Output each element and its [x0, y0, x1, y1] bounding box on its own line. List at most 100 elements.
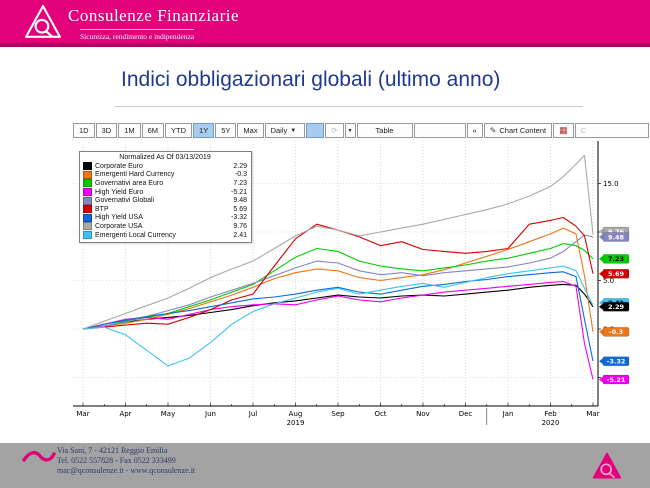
- badge-arrow: [599, 376, 603, 383]
- x-year-label: 2019: [287, 419, 305, 427]
- more-options-caret[interactable]: ▾: [344, 123, 356, 138]
- x-month-label: Jun: [204, 410, 216, 418]
- legend-series-name: Governativi Globali: [95, 197, 155, 205]
- legend-series-name: High Yield Euro: [95, 188, 144, 196]
- x-month-label: Sep: [331, 410, 345, 418]
- x-month-label: Jul: [248, 410, 258, 418]
- last-value-badge: [602, 302, 630, 312]
- x-month-label: Nov: [416, 410, 430, 418]
- series-line-emergenti-local-currency[interactable]: [82, 265, 594, 367]
- x-month-label: Mar: [76, 410, 89, 418]
- chevron-down-icon: ▼: [290, 127, 297, 134]
- legend-series-name: Emergenti Local Currency: [95, 231, 176, 239]
- last-value-badge: [602, 356, 630, 366]
- x-month-label: Jan: [502, 410, 514, 418]
- series-line-btp[interactable]: [82, 216, 594, 330]
- badge-arrow: [599, 255, 603, 262]
- clipped-toolbar-button[interactable]: C: [574, 123, 649, 138]
- x-month-label: Aug: [289, 410, 303, 418]
- last-value-badge-text: 5.69: [608, 270, 625, 278]
- badge-arrow: [599, 299, 603, 306]
- legend-series-value: 2.41: [233, 231, 247, 239]
- legend-swatch-icon: [83, 162, 92, 171]
- legend-title: Normalized As Of 03/13/2019: [119, 154, 211, 161]
- badge-arrow: [599, 303, 603, 310]
- last-value-badge-text: -3.32: [607, 358, 626, 366]
- footer-address: Via Sani, 7 - 42121 Reggio Emilia: [57, 446, 168, 455]
- range-button-max[interactable]: Max: [237, 123, 264, 138]
- last-value-badge-text: -0.3: [609, 328, 623, 336]
- legend-swatch-icon: [83, 205, 92, 214]
- range-button-5y[interactable]: 5Y: [215, 123, 237, 138]
- legend-item[interactable]: Governativi Globali 9.48: [83, 196, 247, 205]
- series-line-corporate-usa[interactable]: [82, 154, 594, 330]
- legend-item[interactable]: BTP 5.69: [83, 205, 247, 214]
- series-line-governativi-area-euro[interactable]: [82, 243, 594, 330]
- series-line-high-yield-usa[interactable]: [82, 271, 594, 362]
- refresh-icon[interactable]: ⟳: [325, 123, 344, 138]
- legend-item[interactable]: Emergenti Local Currency 2.41: [83, 231, 247, 240]
- range-button-1y[interactable]: 1Y: [193, 123, 215, 138]
- range-button-6m[interactable]: 6M: [141, 123, 165, 138]
- legend-series-name: Emergenti Hard Currency: [95, 171, 175, 179]
- annotate-button[interactable]: ▦: [553, 123, 574, 138]
- legend-item[interactable]: High Yield Euro -5.21: [83, 188, 247, 197]
- x-month-label: Oct: [374, 410, 386, 418]
- series-line-corporate-euro[interactable]: [82, 283, 594, 330]
- legend-series-name: Governativi area Euro: [95, 179, 164, 187]
- header-bar: Consulenze Finanziarie Sicurezza, rendim…: [0, 0, 650, 47]
- last-value-badge: [602, 232, 630, 242]
- range-button-group: 1D 3D 1M 6M YTD 1Y 5Y Max: [73, 123, 264, 138]
- chart-content-button[interactable]: ✎ Chart Content: [483, 123, 553, 138]
- legend-item[interactable]: Emergenti Hard Currency -0.3: [83, 170, 247, 180]
- last-value-badge-text: 9.76: [608, 228, 625, 236]
- footer-logo-icon: [592, 451, 622, 486]
- legend-swatch-icon: [83, 170, 92, 179]
- legend-swatch-icon: [83, 179, 92, 188]
- period-dropdown[interactable]: Daily ▼: [264, 123, 306, 138]
- series-line-governativi-globali[interactable]: [82, 234, 594, 330]
- legend-item[interactable]: Corporate Euro 2.29: [83, 162, 247, 171]
- range-button-1d[interactable]: 1D: [73, 123, 95, 138]
- badge-arrow: [599, 328, 603, 335]
- chart-content-label: Chart Content: [499, 126, 547, 135]
- legend-item[interactable]: Governativi area Euro 7.23: [83, 179, 247, 188]
- badge-arrow: [599, 270, 603, 277]
- annotate-grid-icon: ▦: [559, 125, 568, 135]
- range-button-1m[interactable]: 1M: [118, 123, 141, 138]
- legend-series-value: -0.3: [234, 171, 247, 179]
- x-month-label: Feb: [544, 410, 557, 418]
- period-dropdown-label: Daily: [270, 126, 288, 135]
- badge-arrow: [599, 234, 603, 241]
- last-value-badge-text: 9.48: [608, 233, 625, 241]
- table-button[interactable]: Table: [356, 123, 413, 138]
- bond-index-chart[interactable]: 15.010.05.00.0-5.09.762.412.29-0.37.23-5…: [73, 138, 649, 431]
- badge-arrow: [599, 358, 603, 365]
- highlight-swatch[interactable]: [306, 123, 325, 138]
- company-logo-icon: [24, 4, 62, 45]
- series-line-high-yield-euro[interactable]: [82, 280, 594, 380]
- last-value-badge: [602, 254, 630, 264]
- range-button-ytd[interactable]: YTD: [165, 123, 193, 138]
- brand-name: Consulenze Finanziarie: [68, 6, 240, 25]
- legend-swatch-icon: [83, 222, 92, 231]
- last-value-badge: [602, 374, 630, 385]
- x-month-label: Apr: [119, 410, 131, 418]
- last-value-badge-text: 7.23: [608, 255, 624, 263]
- x-month-label: May: [161, 410, 175, 418]
- legend-series-value: -5.21: [231, 188, 247, 196]
- collapse-button[interactable]: «: [466, 123, 483, 138]
- legend-swatch-icon: [83, 196, 92, 205]
- footer-web[interactable]: mac@qconsulenze.it - www.qconsulenze.it: [57, 466, 196, 475]
- range-button-3d[interactable]: 3D: [95, 123, 118, 138]
- legend-item[interactable]: High Yield USA -3.32: [83, 213, 247, 223]
- toolbar-empty-box[interactable]: [413, 123, 466, 138]
- swoosh-icon: [22, 449, 56, 470]
- legend-series-value: 9.76: [233, 222, 247, 230]
- x-month-label: Mar: [586, 410, 599, 418]
- chart-panel: 1D 3D 1M 6M YTD 1Y 5Y Max Daily ▼ ⟳ ▾ Table « ✎…: [73, 123, 649, 435]
- legend-series-name: Corporate USA: [95, 222, 143, 230]
- last-value-badge-text: 2.29: [608, 303, 625, 311]
- y-tick-label: 5.0: [603, 277, 614, 285]
- legend-item[interactable]: Corporate USA 9.76: [83, 222, 247, 231]
